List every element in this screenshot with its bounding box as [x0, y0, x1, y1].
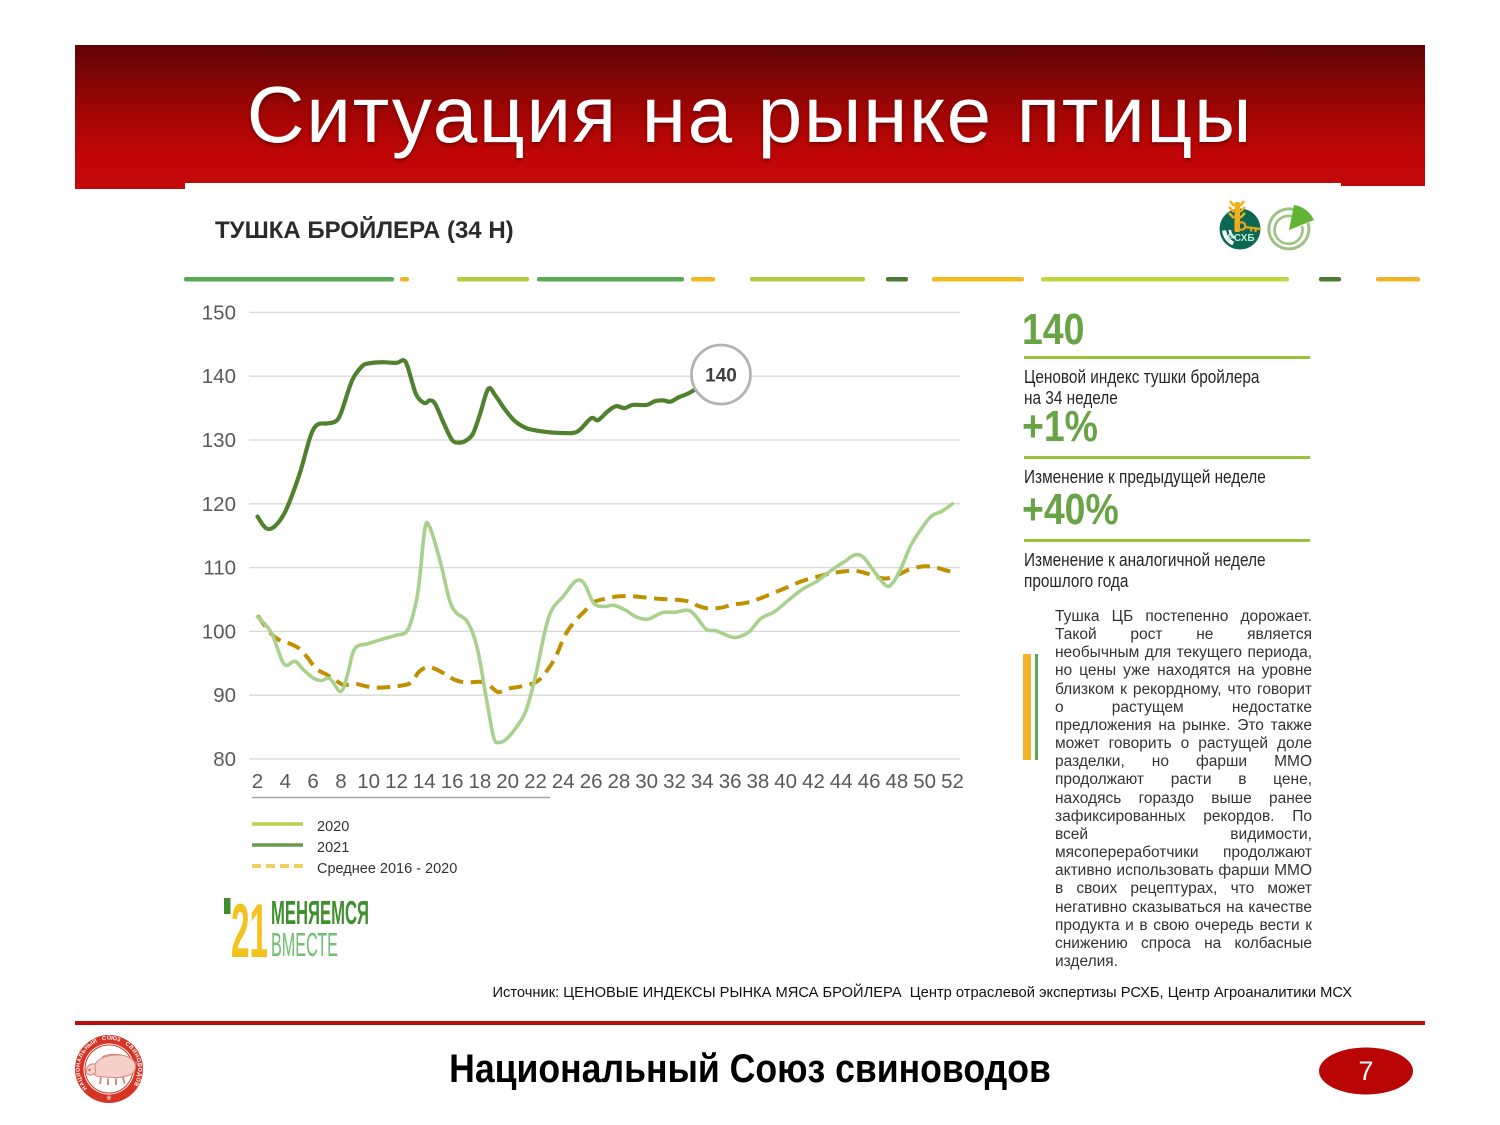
svg-text:6: 6 — [307, 770, 318, 793]
svg-text:РСХБ: РСХБ — [1227, 233, 1254, 244]
svg-text:140: 140 — [705, 366, 737, 387]
svg-text:8: 8 — [335, 770, 346, 793]
svg-text:10: 10 — [357, 770, 380, 793]
svg-text:ВМЕСТЕ: ВМЕСТЕ — [271, 926, 338, 963]
svg-text:12: 12 — [385, 770, 408, 793]
svg-text:90: 90 — [213, 684, 236, 707]
svg-text:32: 32 — [663, 770, 686, 793]
svg-text:Ы: Ы — [87, 1040, 95, 1048]
svg-text:МЕНЯЕМСЯ: МЕНЯЕМСЯ — [271, 894, 369, 931]
svg-text:Й: Й — [91, 1037, 98, 1046]
svg-text:21: 21 — [231, 889, 268, 974]
svg-text:50: 50 — [913, 770, 936, 793]
svg-text:И: И — [76, 1072, 83, 1077]
svg-text:О: О — [107, 1036, 112, 1042]
svg-text:40: 40 — [774, 770, 797, 793]
svg-text:Ц: Ц — [77, 1075, 84, 1082]
svg-text:22: 22 — [524, 770, 547, 793]
svg-text:14: 14 — [413, 770, 436, 793]
svg-text:2020: 2020 — [317, 819, 349, 835]
svg-text:24: 24 — [552, 770, 575, 793]
svg-text:С: С — [124, 1041, 131, 1048]
svg-text:34: 34 — [691, 770, 714, 793]
svg-text:110: 110 — [203, 557, 236, 580]
svg-text:И: И — [130, 1048, 137, 1055]
svg-text:®: ® — [107, 1095, 112, 1102]
svg-text:52: 52 — [941, 770, 964, 793]
svg-text:В: В — [136, 1063, 143, 1068]
svg-text:С: С — [102, 1036, 107, 1043]
svg-text:46: 46 — [858, 770, 881, 793]
svg-text:2021: 2021 — [317, 840, 349, 856]
svg-text:О: О — [76, 1067, 82, 1072]
svg-text:26: 26 — [580, 770, 603, 793]
svg-text:В: В — [132, 1080, 139, 1086]
svg-text:4: 4 — [280, 770, 291, 793]
svg-text:120: 120 — [202, 493, 236, 516]
svg-text:36: 36 — [719, 770, 742, 793]
svg-text:100: 100 — [202, 620, 236, 643]
svg-text:28: 28 — [607, 770, 630, 793]
svg-text:38: 38 — [746, 770, 769, 793]
svg-text:42: 42 — [802, 770, 825, 793]
svg-text:О: О — [134, 1057, 141, 1064]
svg-text:7: 7 — [1358, 1056, 1373, 1086]
svg-text:30: 30 — [635, 770, 658, 793]
svg-text:В: В — [127, 1044, 134, 1051]
svg-text:А: А — [77, 1057, 84, 1063]
svg-text:З: З — [116, 1037, 122, 1044]
svg-text:А: А — [79, 1080, 86, 1086]
svg-text:16: 16 — [441, 770, 464, 793]
svg-text:О: О — [134, 1076, 141, 1083]
svg-text:18: 18 — [468, 770, 491, 793]
svg-text:20: 20 — [496, 770, 519, 793]
svg-text:Ь: Ь — [81, 1048, 88, 1055]
svg-text:О: О — [136, 1067, 142, 1072]
svg-text:130: 130 — [202, 429, 236, 452]
svg-text:Среднее 2016 - 2020: Среднее 2016 - 2020 — [317, 861, 457, 877]
svg-text:Д: Д — [135, 1072, 142, 1077]
svg-text:150: 150 — [202, 301, 236, 324]
svg-text:Л: Л — [78, 1053, 85, 1059]
svg-text:2: 2 — [252, 770, 263, 793]
svg-text:44: 44 — [830, 770, 853, 793]
svg-text:Ю: Ю — [111, 1036, 118, 1043]
svg-text:Н: Н — [82, 1084, 89, 1091]
svg-text:80: 80 — [213, 748, 236, 771]
svg-text:Н: Н — [133, 1053, 140, 1059]
svg-text:48: 48 — [885, 770, 908, 793]
svg-text:Н: Н — [76, 1063, 83, 1068]
svg-text:Н: Н — [84, 1044, 91, 1051]
svg-text:140: 140 — [202, 365, 236, 388]
